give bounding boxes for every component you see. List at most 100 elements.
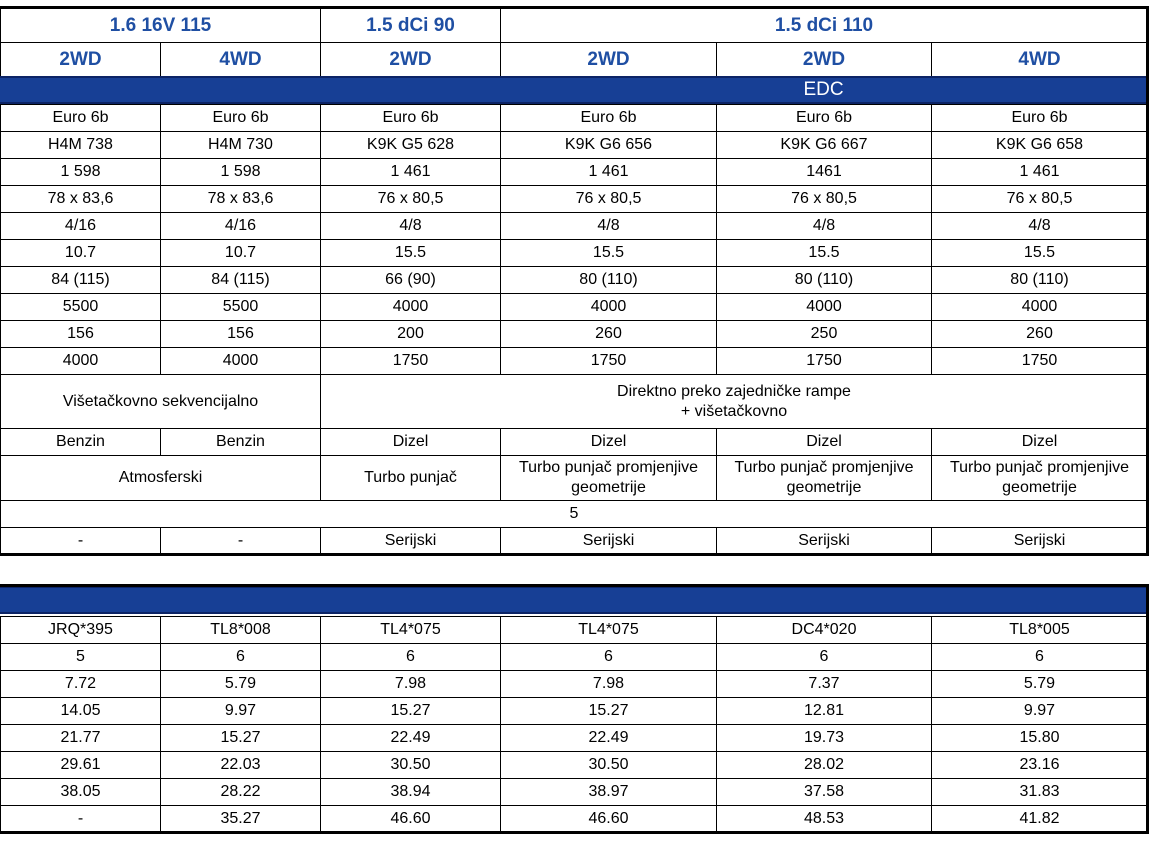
table-cell: 4/8 [716,212,931,239]
table-cell: 15.27 [160,724,320,751]
header-cell: 2WD [320,42,500,76]
table-cell: Benzin [0,428,160,455]
header-cell: 2WD [500,42,716,76]
table-cell: Turbo punjač promjenjive geometrije [931,455,1147,500]
table-cell: 6 [160,643,320,670]
table-cell: 260 [931,320,1147,347]
table-cell: 29.61 [0,751,160,778]
table-cell: Dizel [320,428,500,455]
table-cell: K9K G5 628 [320,131,500,158]
header-cell: 1.5 dCi 110 [500,8,1147,42]
section-band [0,76,1147,104]
table-cell: 7.98 [320,670,500,697]
table-cell: 1 598 [0,158,160,185]
table-cell: TL4*075 [320,616,500,643]
table-cell: Turbo punjač [320,455,500,500]
table-cell: 28.22 [160,778,320,805]
section-band [0,586,1147,614]
table-cell: 76 x 80,5 [500,185,716,212]
header-cell: 1.5 dCi 90 [320,8,500,42]
table-cell: 15.27 [500,697,716,724]
table-cell: 41.82 [931,805,1147,832]
table-cell: 28.02 [716,751,931,778]
table-cell: 1 461 [931,158,1147,185]
table-cell: Serijski [320,527,500,554]
header-cell: 2WD [0,42,160,76]
table-cell: 5.79 [931,670,1147,697]
table-cell: TL8*008 [160,616,320,643]
table-cell: 15.5 [500,239,716,266]
table-cell: Benzin [160,428,320,455]
table-cell: 6 [500,643,716,670]
table-cell: 22.03 [160,751,320,778]
table-cell: 15.27 [320,697,500,724]
header-cell: 1.6 16V 115 [0,8,320,42]
table-cell: 38.05 [0,778,160,805]
header-cell: 4WD [160,42,320,76]
table-cell: 15.5 [931,239,1147,266]
table-cell: TL4*075 [500,616,716,643]
table-cell: 1 461 [320,158,500,185]
table-cell: 37.58 [716,778,931,805]
table-cell: 15.80 [931,724,1147,751]
table-cell: 4/8 [931,212,1147,239]
table-cell: Serijski [716,527,931,554]
table-cell: 5500 [160,293,320,320]
border [1146,584,1149,834]
table-cell: Višetačkovno sekvencijalno [0,374,320,428]
table-cell: 1 461 [500,158,716,185]
table-cell: 84 (115) [0,266,160,293]
table-cell: 5 [0,500,1147,527]
table-cell: 156 [160,320,320,347]
table-cell: 12.81 [716,697,931,724]
table-cell: Turbo punjač promjenjive geometrije [716,455,931,500]
table-cell: Dizel [931,428,1147,455]
table-cell: DC4*020 [716,616,931,643]
table-cell: JRQ*395 [0,616,160,643]
table-cell: Direktno preko zajedničke rampe + višeta… [320,374,1147,428]
table-cell: 76 x 80,5 [931,185,1147,212]
table-cell: 76 x 80,5 [320,185,500,212]
table-cell: 14.05 [0,697,160,724]
table-cell: 78 x 83,6 [0,185,160,212]
table-cell: - [160,527,320,554]
table-cell: K9K G6 656 [500,131,716,158]
table-cell: Turbo punjač promjenjive geometrije [500,455,716,500]
table-cell: Atmosferski [0,455,320,500]
table-cell: 4/8 [320,212,500,239]
table-cell: K9K G6 658 [931,131,1147,158]
table-cell: Euro 6b [0,104,160,131]
table-cell: 5 [0,643,160,670]
table-cell: 1750 [500,347,716,374]
table-cell: 46.60 [500,805,716,832]
table-cell: 4/8 [500,212,716,239]
table-cell: 1 598 [160,158,320,185]
table-cell: 200 [320,320,500,347]
table-cell: 4000 [160,347,320,374]
band-label: EDC [803,79,844,100]
header-cell: 2WD [716,42,931,76]
table-cell: 66 (90) [320,266,500,293]
table-cell: 4000 [0,347,160,374]
table-cell: 38.94 [320,778,500,805]
border [1146,6,1149,556]
table-cell: 4/16 [160,212,320,239]
table-cell: 4000 [320,293,500,320]
table-cell: 260 [500,320,716,347]
table-cell: 7.37 [716,670,931,697]
table-cell: 4/16 [0,212,160,239]
table-cell: Dizel [500,428,716,455]
border [0,553,1149,556]
table-cell: 5.79 [160,670,320,697]
table-cell: 84 (115) [160,266,320,293]
table-cell: 1461 [716,158,931,185]
table-cell: 1750 [931,347,1147,374]
table-cell: 7.72 [0,670,160,697]
table-cell: - [0,805,160,832]
table-cell: K9K G6 667 [716,131,931,158]
table-cell: 15.5 [716,239,931,266]
table-cell: 30.50 [320,751,500,778]
table-cell: 9.97 [931,697,1147,724]
table-cell: Euro 6b [500,104,716,131]
table-cell: Serijski [500,527,716,554]
